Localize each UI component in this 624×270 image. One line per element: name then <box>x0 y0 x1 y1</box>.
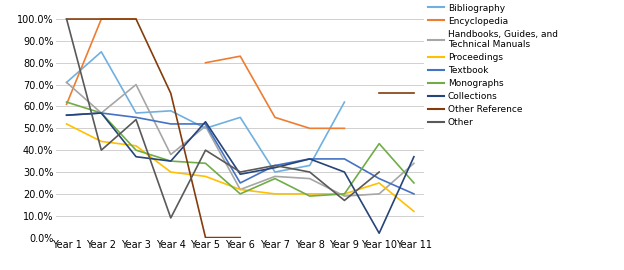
Legend: Bibliography, Encyclopedia, Handbooks, Guides, and
Technical Manuals, Proceeding: Bibliography, Encyclopedia, Handbooks, G… <box>428 4 558 127</box>
